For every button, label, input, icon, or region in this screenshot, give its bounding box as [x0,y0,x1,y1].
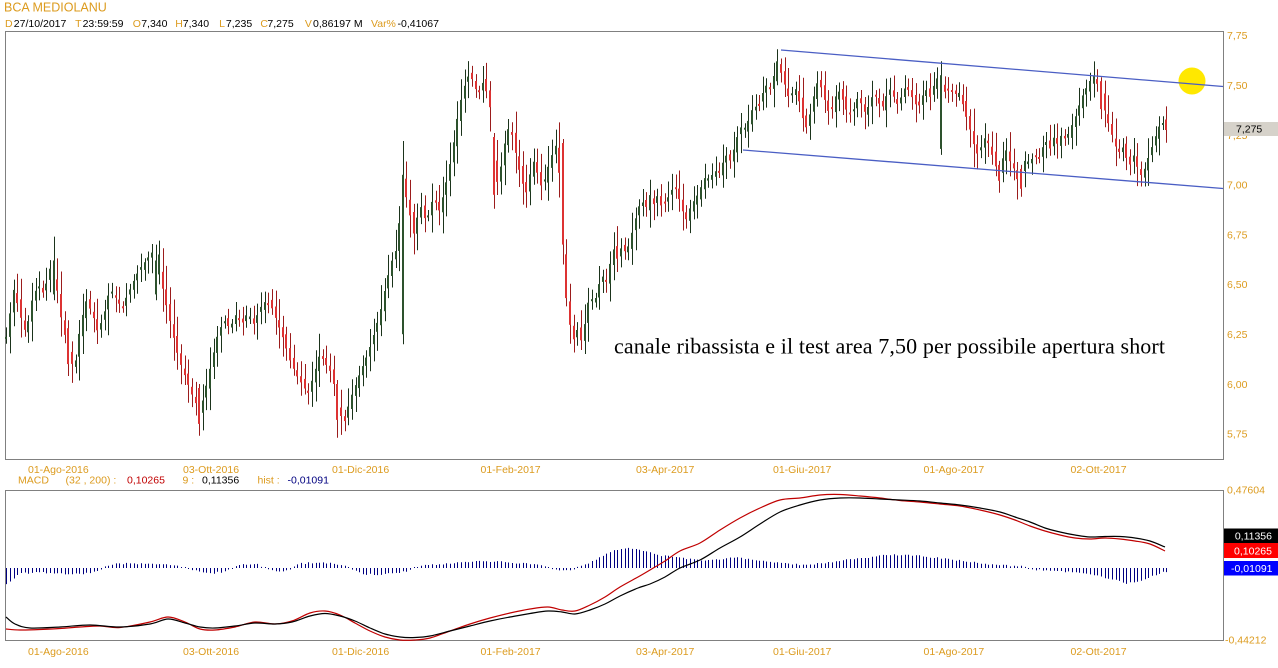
svg-text:7,00: 7,00 [1227,180,1248,192]
svg-text:03-Ott-2016: 03-Ott-2016 [183,646,239,658]
svg-text:7,340: 7,340 [183,18,209,30]
svg-text:02-Ott-2017: 02-Ott-2017 [1071,464,1127,476]
svg-text:D: D [5,18,13,30]
svg-text:-0,41067: -0,41067 [398,18,440,30]
svg-text:01-Ago-2016: 01-Ago-2016 [28,646,89,658]
svg-text:-0,01091: -0,01091 [1231,563,1273,575]
svg-text:0,10265: 0,10265 [127,475,165,487]
svg-text:23:59:59: 23:59:59 [83,18,124,30]
svg-text:5,75: 5,75 [1227,429,1248,441]
svg-text:Var%: Var% [371,18,396,30]
svg-text:9 :: 9 : [183,475,195,487]
svg-text:01-Giu-2017: 01-Giu-2017 [773,464,832,476]
svg-text:T: T [75,18,82,30]
svg-text:6,75: 6,75 [1227,229,1248,241]
svg-text:6,25: 6,25 [1227,329,1248,341]
svg-text:01-Feb-2017: 01-Feb-2017 [481,464,541,476]
svg-text:O: O [133,18,141,30]
svg-text:(32 , 200) :: (32 , 200) : [66,475,117,487]
svg-text:01-Feb-2017: 01-Feb-2017 [481,646,541,658]
svg-text:01-Dic-2016: 01-Dic-2016 [332,646,389,658]
svg-text:03-Ott-2016: 03-Ott-2016 [183,464,239,476]
svg-text:7,235: 7,235 [226,18,252,30]
svg-text:01-Ago-2017: 01-Ago-2017 [924,464,985,476]
svg-text:0,47604: 0,47604 [1227,485,1265,497]
svg-text:0,86197 M: 0,86197 M [313,18,363,30]
svg-text:01-Giu-2017: 01-Giu-2017 [773,646,832,658]
svg-text:27/10/2017: 27/10/2017 [14,18,67,30]
svg-text:hist :: hist : [258,475,280,487]
svg-text:0,11356: 0,11356 [202,475,239,487]
svg-text:canale ribassista e il test ar: canale ribassista e il test area 7,50 pe… [614,334,1165,359]
svg-text:01-Ago-2016: 01-Ago-2016 [28,464,89,476]
svg-text:01-Ago-2017: 01-Ago-2017 [924,646,985,658]
svg-text:0,10265: 0,10265 [1234,546,1272,558]
svg-text:7,75: 7,75 [1227,30,1248,42]
svg-text:03-Apr-2017: 03-Apr-2017 [636,464,695,476]
svg-text:01-Dic-2016: 01-Dic-2016 [332,464,389,476]
svg-text:7,275: 7,275 [1236,124,1262,136]
svg-text:7,340: 7,340 [141,18,167,30]
svg-text:-0,44212: -0,44212 [1225,635,1267,647]
svg-text:0,11356: 0,11356 [1235,531,1272,543]
svg-text:BCA MEDIOLANU: BCA MEDIOLANU [4,1,107,15]
svg-text:V: V [305,18,312,30]
svg-text:7,275: 7,275 [267,18,293,30]
svg-text:02-Ott-2017: 02-Ott-2017 [1071,646,1127,658]
svg-text:H: H [175,18,183,30]
svg-text:L: L [219,18,225,30]
svg-text:6,50: 6,50 [1227,279,1248,291]
svg-text:C: C [260,18,268,30]
svg-text:6,00: 6,00 [1227,379,1248,391]
svg-text:03-Apr-2017: 03-Apr-2017 [636,646,695,658]
svg-text:7,50: 7,50 [1227,80,1248,92]
svg-text:-0,01091: -0,01091 [288,475,330,487]
svg-text:MACD: MACD [18,475,49,487]
